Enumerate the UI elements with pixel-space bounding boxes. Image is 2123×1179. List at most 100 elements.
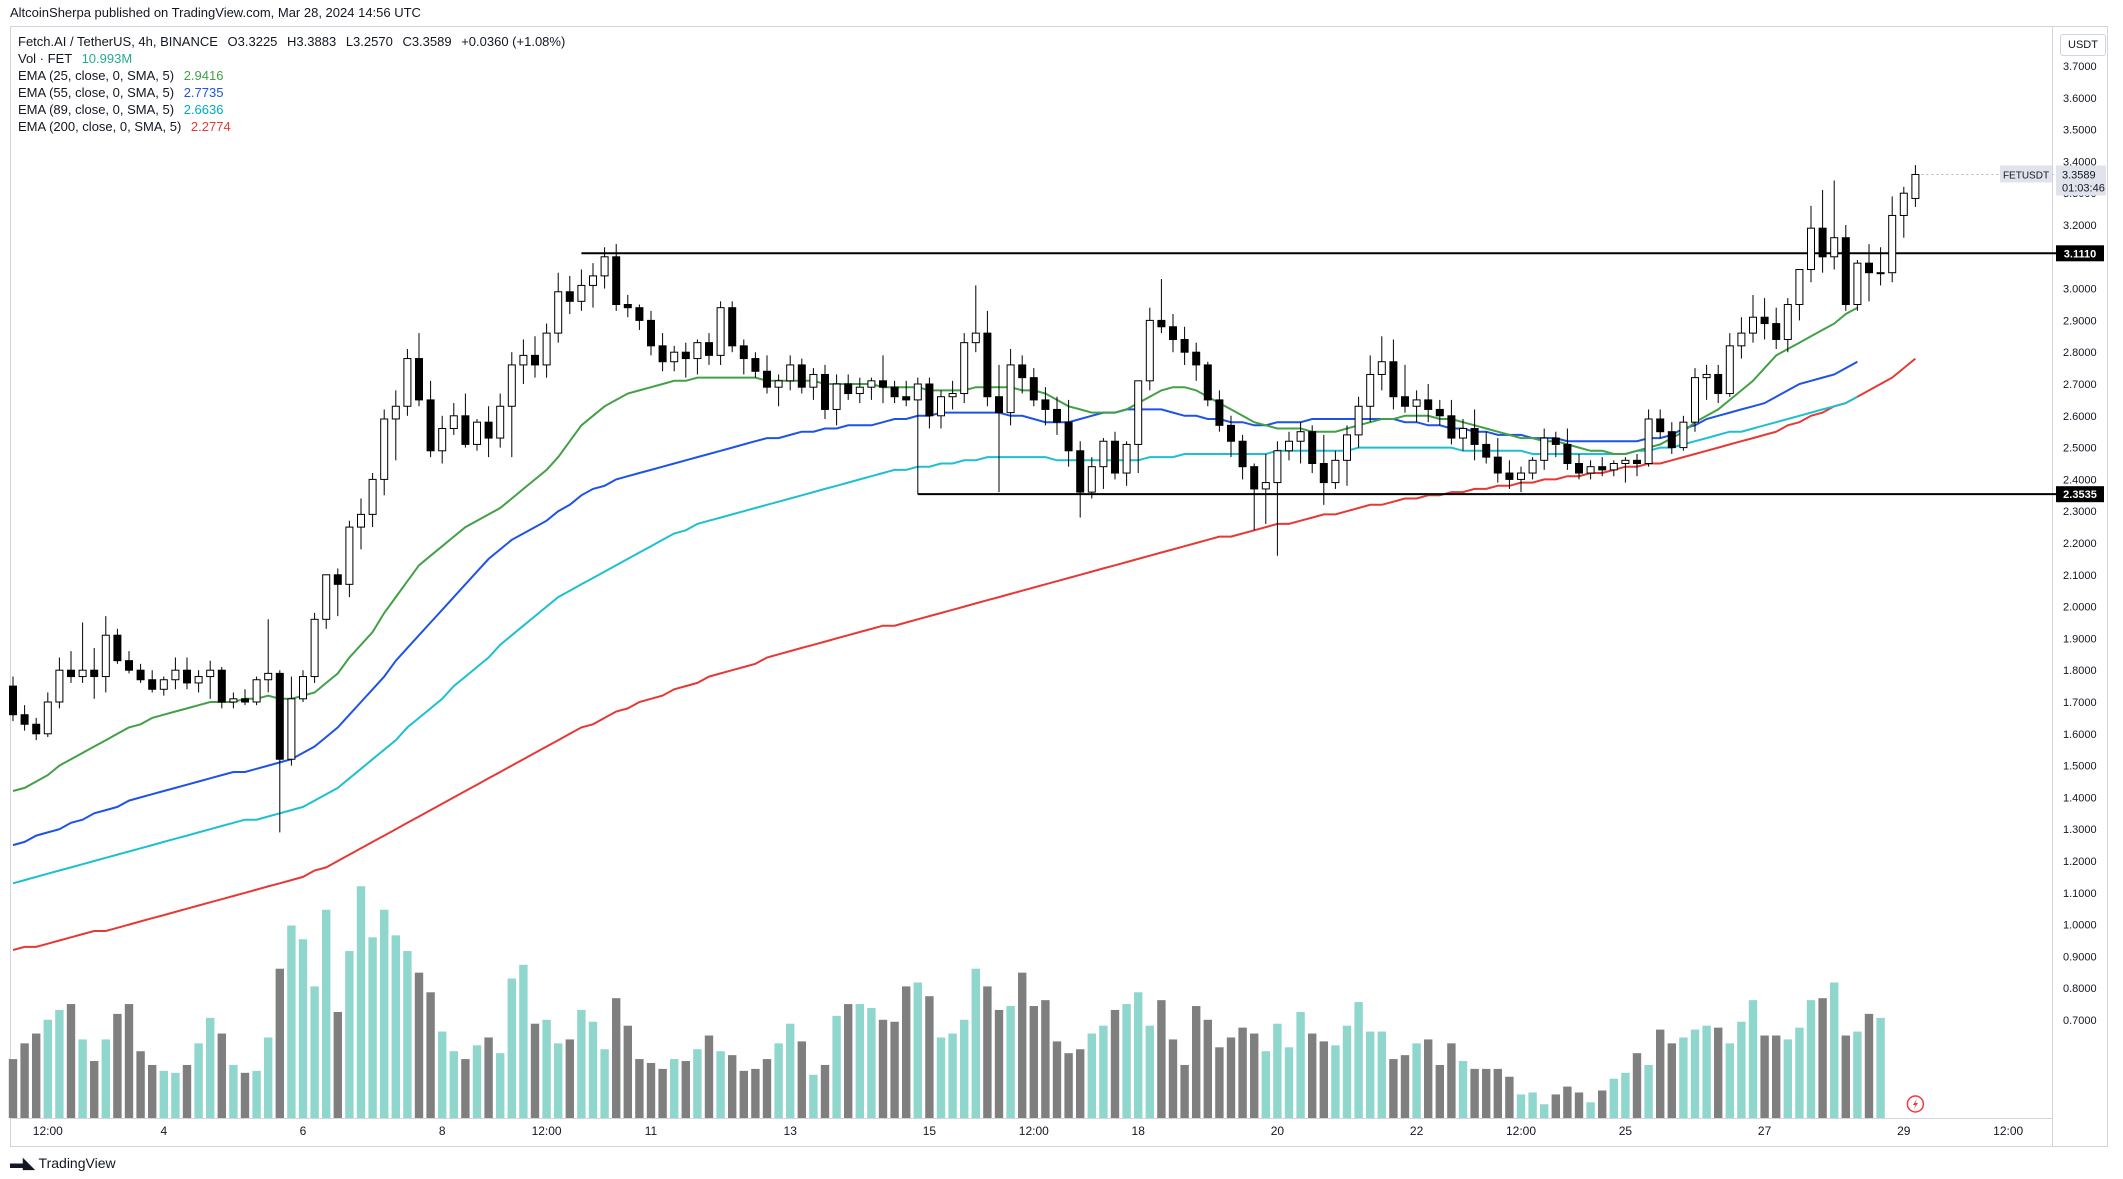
legend-ema25-row[interactable]: EMA (25, close, 0, SMA, 5) 2.9416 bbox=[18, 67, 565, 84]
candle-body bbox=[1111, 440, 1119, 474]
candle bbox=[1865, 244, 1873, 302]
volume-bar bbox=[1841, 1035, 1850, 1118]
symbol-tag: FETUSDT bbox=[2000, 165, 2052, 183]
time-tick-label: 4 bbox=[160, 1124, 167, 1138]
volume-bar bbox=[1076, 1049, 1085, 1118]
volume-bar bbox=[890, 1021, 899, 1118]
candle bbox=[113, 628, 122, 664]
candle bbox=[879, 355, 887, 404]
ema200-line bbox=[12, 357, 1917, 951]
candle bbox=[1296, 422, 1305, 464]
candle-body bbox=[55, 669, 64, 703]
volume-bar bbox=[1122, 1004, 1131, 1118]
level-price-bg bbox=[2056, 245, 2104, 262]
candle-body bbox=[623, 304, 632, 309]
volume-bar bbox=[1261, 1051, 1270, 1118]
volume-bar bbox=[484, 1037, 493, 1118]
time-tick-label: 27 bbox=[1758, 1124, 1772, 1138]
candle bbox=[1319, 434, 1328, 505]
time-tick-label: 15 bbox=[923, 1124, 937, 1138]
volume-bar bbox=[148, 1064, 157, 1118]
volume-bar bbox=[1702, 1025, 1711, 1118]
price-tick-label: 2.1000 bbox=[2063, 570, 2097, 582]
candle-body bbox=[797, 364, 806, 388]
candle-body bbox=[171, 669, 180, 681]
price-tick-label: 2.9000 bbox=[2063, 315, 2097, 327]
candle-body bbox=[786, 364, 795, 382]
volume-bar bbox=[240, 1072, 250, 1118]
candle bbox=[1459, 418, 1467, 451]
candle bbox=[832, 374, 841, 426]
volume-bar bbox=[542, 1019, 551, 1118]
candle bbox=[1528, 457, 1537, 480]
candle-body bbox=[229, 698, 238, 703]
legend-symbol-title: Fetch.AI / TetherUS, 4h, BINANCE bbox=[18, 34, 218, 49]
candle-body bbox=[658, 345, 667, 363]
candle bbox=[705, 333, 713, 365]
candle bbox=[148, 670, 157, 693]
candle-body bbox=[1783, 304, 1792, 340]
volume-bar bbox=[774, 1043, 783, 1118]
candle-body bbox=[670, 351, 679, 363]
currency-button[interactable]: USDT bbox=[2060, 34, 2106, 56]
candle bbox=[1621, 457, 1630, 483]
candle-body bbox=[9, 685, 17, 716]
volume-bar bbox=[1493, 1068, 1502, 1118]
volume-bar bbox=[333, 1011, 342, 1118]
volume-bar bbox=[461, 1059, 470, 1118]
time-tick-label: 6 bbox=[300, 1124, 307, 1138]
candle bbox=[1714, 364, 1723, 404]
price-tick-label: 1.3000 bbox=[2063, 824, 2097, 836]
volume-bar bbox=[1551, 1094, 1560, 1118]
candle-body bbox=[1238, 440, 1247, 468]
candle-body bbox=[426, 399, 435, 452]
price-tick-label: 3.4000 bbox=[2063, 156, 2097, 168]
volume-bar bbox=[298, 939, 308, 1118]
legend-ema89-row[interactable]: EMA (89, close, 0, SMA, 5) 2.6636 bbox=[18, 101, 565, 118]
last-price-value: 3.3589 bbox=[2062, 169, 2096, 181]
candle-body bbox=[1702, 373, 1711, 379]
volume-bar bbox=[983, 986, 992, 1118]
tradingview-logo[interactable]: ▬◣ TradingView bbox=[10, 1154, 116, 1172]
volume-bar bbox=[1308, 1033, 1317, 1118]
legend-symbol-row[interactable]: Fetch.AI / TetherUS, 4h, BINANCE O3.3225… bbox=[18, 33, 565, 50]
candle-body bbox=[948, 393, 957, 398]
candle-body bbox=[1830, 237, 1839, 258]
price-tick-label: 2.4000 bbox=[2063, 474, 2097, 486]
volume-bar bbox=[113, 1013, 122, 1118]
volume-bar bbox=[368, 937, 377, 1118]
candle-body bbox=[287, 698, 296, 760]
candle-body bbox=[1540, 437, 1549, 461]
volume-bar bbox=[1006, 1006, 1015, 1118]
legend-volume-row[interactable]: Vol · FET 10.993M bbox=[18, 50, 565, 67]
candle bbox=[1087, 457, 1096, 499]
candles bbox=[9, 165, 1920, 833]
time-tick-label: 13 bbox=[784, 1124, 798, 1138]
candle-body bbox=[32, 723, 41, 735]
candle bbox=[913, 377, 922, 410]
volume-bar bbox=[1284, 1047, 1294, 1118]
candle-body bbox=[519, 354, 528, 366]
candle bbox=[391, 390, 400, 461]
legend-ema55-row[interactable]: EMA (55, close, 0, SMA, 5) 2.7735 bbox=[18, 84, 565, 101]
lightning-icon[interactable] bbox=[1906, 1095, 1925, 1113]
candle-body bbox=[1795, 269, 1804, 305]
candle bbox=[380, 409, 389, 496]
candle bbox=[1041, 387, 1050, 426]
candle-body bbox=[1412, 399, 1421, 407]
candle-body bbox=[1459, 428, 1467, 439]
legend-ema200-row[interactable]: EMA (200, close, 0, SMA, 5) 2.2774 bbox=[18, 118, 565, 135]
candle bbox=[1633, 453, 1641, 477]
candle-body bbox=[1308, 431, 1317, 465]
candle-body bbox=[728, 307, 737, 347]
candle bbox=[1157, 279, 1166, 334]
candle bbox=[1215, 390, 1224, 432]
candle-body bbox=[1772, 323, 1781, 340]
candle-body bbox=[1389, 361, 1398, 398]
candle bbox=[194, 670, 203, 693]
price-tick-label: 2.3000 bbox=[2063, 506, 2097, 518]
candle-body bbox=[403, 358, 412, 407]
candle bbox=[1818, 190, 1827, 273]
volume-bar bbox=[1226, 1037, 1236, 1118]
